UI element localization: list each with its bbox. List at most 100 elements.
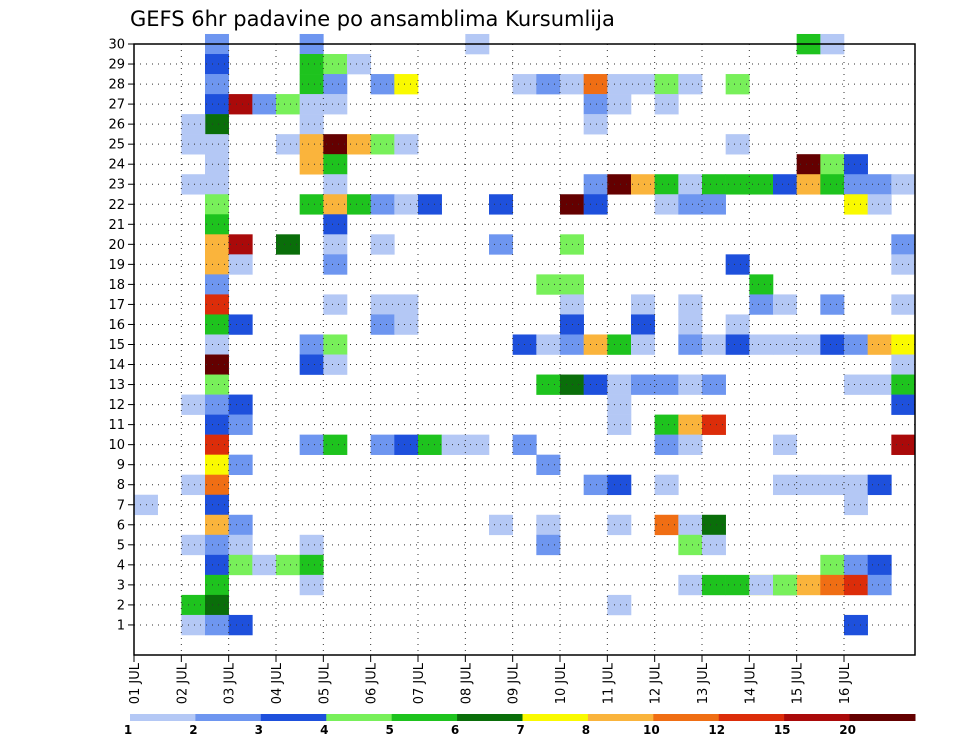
- heatmap-cell-28-22.5: [654, 74, 679, 95]
- heatmap-cell-8-28.5: [796, 474, 821, 496]
- heatmap-cell-15-25.5: [725, 334, 750, 355]
- x-tick-label: 12 JUL: [649, 662, 664, 704]
- heatmap-cell-3-7.5: [299, 574, 324, 596]
- x-tick-label: 08 JUL: [459, 662, 474, 704]
- heatmap-cell-22-19.5: [583, 194, 608, 215]
- heatmap-cell-5-3.5: [205, 534, 229, 556]
- heatmap-cell-28-8.5: [323, 74, 348, 95]
- colorbar-label: 4: [320, 723, 328, 737]
- heatmap-cell-23-29.5: [820, 174, 845, 195]
- y-tick-label: 14: [108, 358, 125, 373]
- y-tick-label: 6: [117, 518, 125, 533]
- colorbar-label: 12: [708, 723, 725, 737]
- heatmap-cell-2-20.5: [607, 594, 632, 616]
- heatmap-cell-25-7.5: [299, 134, 324, 155]
- heatmap-cell-22-31.5: [867, 194, 892, 215]
- heatmap-cell-25-3.5: [205, 134, 229, 155]
- heatmap-cell-23-22.5: [654, 174, 679, 195]
- heatmap-cell-14-3.5: [205, 354, 229, 375]
- heatmap-cell-8-19.5: [583, 474, 608, 496]
- y-tick-label: 22: [108, 198, 125, 213]
- heatmap-cell-23-21.5: [631, 174, 655, 195]
- x-tick-label: 01 JUL: [128, 662, 143, 704]
- heatmap-cell-1-2.5: [181, 614, 206, 636]
- heatmap-cell-25-8.5: [323, 134, 348, 155]
- heatmap-cell-22-22.5: [654, 194, 679, 215]
- heatmap-cell-22-11.5: [394, 194, 419, 215]
- heatmap-cell-8-3.5: [205, 474, 229, 496]
- y-tick-label: 24: [108, 158, 125, 173]
- heatmap-cell-13-23.5: [678, 374, 703, 395]
- heatmap-cell-26-2.5: [181, 114, 206, 135]
- heatmap-cell-16-25.5: [725, 314, 750, 335]
- heatmap-cell-16-18.5: [560, 314, 584, 335]
- x-tick-label: 03 JUL: [223, 662, 238, 704]
- heatmap-cell-23-32.5: [891, 174, 916, 195]
- heatmap-cell-23-23.5: [678, 174, 703, 195]
- y-tick-label: 26: [108, 118, 125, 133]
- heatmap-cell-23-19.5: [583, 174, 608, 195]
- heatmap-cell-3-29.5: [820, 574, 845, 596]
- grid-lines: [133, 43, 915, 655]
- heatmap-cell-3-31.5: [867, 574, 892, 596]
- heatmap-cell-13-30.5: [844, 374, 868, 395]
- heatmap-cell-10-32.5: [891, 434, 916, 455]
- heatmap-cell-15-27.5: [773, 334, 797, 355]
- heatmap-cell-2-3.5: [205, 594, 229, 616]
- x-tick-label: 07 JUL: [412, 662, 427, 704]
- y-axis: 1234567891011121314151617181920212223242…: [108, 38, 134, 633]
- heatmap-cell-20-6.5: [276, 234, 300, 255]
- heatmap-cell-23-25.5: [725, 174, 750, 195]
- heatmap-cell-23-8.5: [323, 174, 348, 195]
- heatmap-cell-5-7.5: [299, 534, 324, 556]
- heatmap-cell-19-32.5: [891, 254, 916, 275]
- y-tick-label: 5: [117, 538, 125, 553]
- heatmap-cell-17-18.5: [560, 294, 584, 315]
- heatmap-cell-25-2.5: [181, 134, 206, 155]
- heatmap-cell-11-3.5: [205, 414, 229, 435]
- heatmap-cell-13-21.5: [631, 374, 655, 395]
- heatmap-cell-27-4.5: [228, 94, 253, 115]
- heatmap-cell-8-31.5: [867, 474, 892, 496]
- heatmap-cell-13-24.5: [702, 374, 726, 395]
- heatmap-cell-15-31.5: [867, 334, 892, 355]
- heatmap-cell-17-29.5: [820, 294, 845, 315]
- heatmap-cell-1-30.5: [844, 614, 868, 636]
- colorbar-label: 8: [582, 723, 590, 737]
- heatmap-cell-29-8.5: [323, 54, 348, 75]
- heatmap-cell-27-20.5: [607, 94, 632, 115]
- heatmap-cell-22-30.5: [844, 194, 868, 215]
- y-tick-label: 28: [108, 78, 125, 93]
- heatmap-cell-3-23.5: [678, 574, 703, 596]
- heatmap-cell-17-3.5: [205, 294, 229, 315]
- heatmap-cell-16-3.5: [205, 314, 229, 335]
- heatmap-cell-27-3.5: [205, 94, 229, 115]
- y-tick-label: 3: [117, 578, 125, 593]
- heatmap-cell-10-3.5: [205, 434, 229, 455]
- y-tick-label: 9: [117, 458, 125, 473]
- heatmap-cell-6-20.5: [607, 514, 632, 536]
- heatmap-cell-3-28.5: [796, 574, 821, 596]
- heatmap-cell-27-8.5: [323, 94, 348, 115]
- heatmap-cell-17-21.5: [631, 294, 655, 315]
- y-tick-label: 1: [117, 618, 125, 633]
- x-tick-label: 11 JUL: [601, 662, 616, 704]
- heatmap-cell-3-26.5: [749, 574, 774, 596]
- y-tick-label: 16: [108, 318, 125, 333]
- x-tick-label: 14 JUL: [743, 662, 758, 704]
- heatmap-cell-10-11.5: [394, 434, 419, 455]
- heatmap-cells: [134, 33, 916, 636]
- heatmap-cell-23-3.5: [205, 174, 229, 195]
- heatmap-cell-8-2.5: [181, 474, 206, 496]
- x-tick-label: 16 JUL: [838, 662, 853, 704]
- heatmap-cell-19-4.5: [228, 254, 253, 275]
- heatmap-cell-5-4.5: [228, 534, 253, 556]
- y-tick-label: 10: [108, 438, 125, 453]
- heatmap-cell-11-22.5: [654, 414, 679, 435]
- heatmap-cell-28-11.5: [394, 74, 419, 95]
- y-tick-label: 19: [108, 258, 125, 273]
- heatmap-cell-15-30.5: [844, 334, 868, 355]
- heatmap-cell-12-3.5: [205, 394, 229, 415]
- heatmap-cell-22-10.5: [370, 194, 395, 215]
